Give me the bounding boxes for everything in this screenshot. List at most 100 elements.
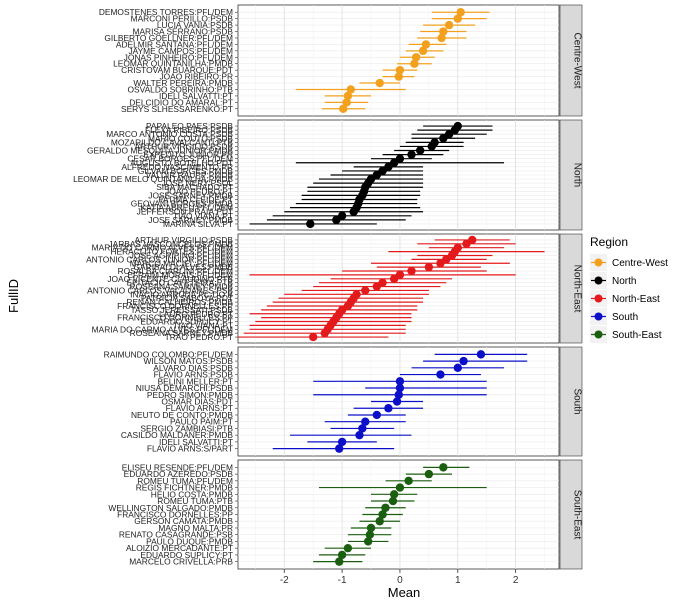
data-point [308,332,318,342]
legend-label: North [612,276,636,287]
data-point [424,262,434,272]
row-label: EXPEDITO JUNIOR:PR [143,150,233,160]
data-point [407,266,416,276]
legend-dot [594,312,603,321]
data-point [388,496,398,506]
facet-strip [559,233,583,344]
row-label: MARCONI PERILLO:PSDB [131,14,234,24]
data-point [436,370,445,379]
legend-dot [594,330,603,339]
row-label: MARISA SERRANO:PSDB [132,27,233,37]
data-point [444,20,454,30]
data-point [395,383,405,393]
row-label: MARCO ANTONIO COSTA:PSDB [106,129,233,139]
data-point [421,40,431,49]
row-label: ANTONIO CARLOS VALADARES:PSB [87,285,233,295]
row-label: FRANCISCO DORNELLES:PP [117,313,233,323]
legend-label: Centre-West [612,258,668,269]
data-point [361,286,370,295]
row-label: EPITACIO CAFETEIRA:PTB [127,278,234,288]
row-label: FLEXA RIBEIRO:PSDB [145,125,233,135]
data-point [410,59,419,68]
row-label: MARIA DO CARMO ALVES:PFL/DEM [92,243,233,253]
data-point [342,98,351,107]
legend-dot [594,258,603,267]
row-label: LAURO PEDRO:PT [159,309,233,319]
data-point [395,65,405,75]
data-point [320,328,329,338]
row-label: ROSALBA CIARLINI:PFL/DEM [118,266,233,276]
facet-strip-label: South-East [572,490,583,540]
row-label: TIAO VIANA:PT [173,320,233,330]
panel-background [237,233,560,344]
data-point [335,444,344,453]
row-label: JARBAS VASCONCELOS:PMDB [108,239,233,249]
x-tick-label: 0 [397,575,403,586]
row-label: JOSE SARNEY:PMDB [148,215,233,225]
facet-strip [559,4,583,117]
row-label: ROMEU TUMA:PTB [157,496,233,506]
data-point [411,53,421,62]
row-label: JOAO VICENTE CLAUDINO:PTB [107,274,233,284]
row-label: LEOMAR QUINTANILHA:PMDB [113,59,233,69]
facet-strip-label: South [572,388,583,414]
row-label: ARTHUR VIRGILIO:PSDB [134,235,233,245]
x-axis: -2 -1 0 1 2 [280,569,519,586]
x-axis-title: Mean [388,585,421,600]
x-tick-label: -1 [338,575,347,586]
facet-strip-label: North [572,163,583,187]
row-label: FLAVIO ARNS:PT [166,403,233,413]
row-label: FRANCISCO DORNELLES:PP [117,510,233,520]
row-label: RENAN CALHEIROS:PMDB [126,297,233,307]
data-point [337,550,347,560]
row-label: NIUSA DEMARCHI:PSDB [136,383,234,393]
data-point [378,510,387,519]
row-label: BELINI MELLER:PT [158,376,233,386]
x-tick-label: 2 [513,575,519,586]
row-label: IDELI SALVATTI:PT [159,437,233,447]
row-label: RAIMUNDO COLOMBO:PFL/DEM [104,349,233,359]
legend: Region Centre-West North North-East South Sou… [590,235,668,343]
row-label: AUGUSTO BOTELHO:PDT [130,158,233,168]
row-label: HELIO COSTA:PMDB [151,489,234,499]
row-label: JOSE SARNEY:PMDB [148,190,233,200]
data-point [456,8,465,17]
data-point [427,142,436,151]
data-point [462,239,471,249]
row-label: TIAO VIANA:PT [173,211,233,221]
row-label: DEMOSTENES TORRES:PFL/DEM [99,7,233,17]
row-label: ROMEU TUMA:PFL/DEM [137,476,233,486]
row-label: ALVARO DIAS:PSDB [153,363,233,373]
data-point [384,404,393,413]
row-label: JONAS PINHEIRO:PFL/DEM [124,52,233,62]
data-point [306,219,315,229]
data-point [407,150,416,159]
row-label: EDUARDO SUPLICY:PT [140,317,233,327]
facet-strip [559,459,583,570]
data-point [343,91,353,101]
data-point [343,543,353,553]
row-label: GEOVANI BORGES:PMDB [131,199,234,209]
row-label: LEOMAR DE MELO QUINTANILHA:PMDB [73,174,233,184]
row-label: SERYS SLHESSARENKO:PT [121,104,233,114]
data-point [389,490,399,499]
row-label: WELLINGTON SALGADO:PMDB [108,503,233,513]
x-tick-label: -2 [280,575,289,586]
row-label: ALOIZIO MERCADANTE:PT [126,543,233,553]
row-label: MARIO COUTO:PSDB [148,133,233,143]
data-point [366,523,376,533]
row-label: NEUTO DE CONTO:PMDB [131,410,233,420]
data-point [394,72,403,81]
row-label: EDUARDO AZEREDO:PSDB [124,469,234,479]
data-point [355,430,364,440]
row-label: ANTONIO CARLOS JUNIOR:PFL/DEM [86,254,233,264]
data-point [375,78,384,88]
data-point [439,463,448,472]
data-point [381,503,390,512]
data-point [436,259,445,268]
data-point [365,530,375,539]
data-point [424,469,434,479]
data-point [346,85,355,94]
